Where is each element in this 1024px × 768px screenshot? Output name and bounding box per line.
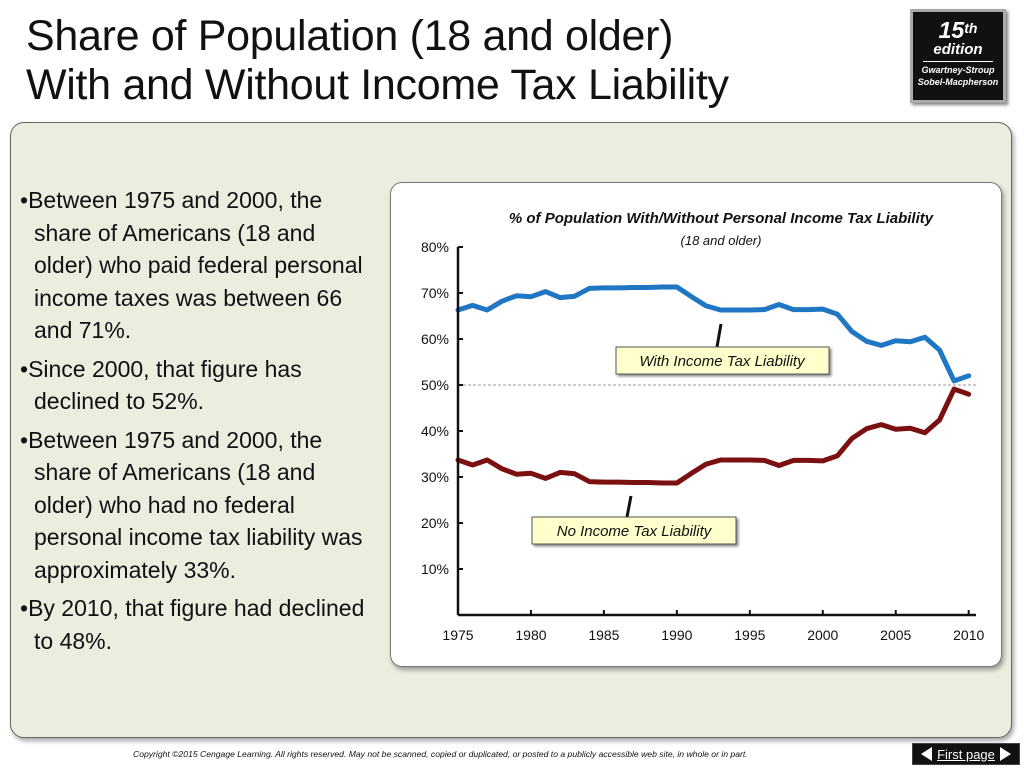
callout-text-with: With Income Tax Liability [639,353,806,370]
edition-number-value: 15 [938,17,965,43]
y-tick-label: 40% [421,423,449,439]
callout-box-no [531,516,737,545]
bullet-item: Since 2000, that figure has declined to … [20,353,380,418]
label-with-income-tax: With Income Tax Liability [615,323,830,375]
edition-authors-line-1: Gwartney-Stroup [921,65,995,75]
arrow-right-icon [999,747,1011,761]
series-line-1 [455,386,972,486]
callout-box-with [615,346,830,375]
edition-number-suffix: th [964,20,978,36]
chart-panel: % of Population With/Without Personal In… [390,182,1002,667]
arrow-left-icon [921,747,933,761]
series-layer [455,284,972,486]
slide-title-line-1: Share of Population (18 and older) [26,12,674,60]
bullet-item: Between 1975 and 2000, the share of Amer… [20,184,380,347]
x-tick-label: 2005 [880,627,911,643]
y-tick-label: 70% [421,285,449,301]
first-page-label: First page [937,746,995,762]
x-tick-label: 1985 [588,627,619,643]
edition-authors-line-2: Sobel-Macpherson [917,77,999,87]
x-tick-label: 1995 [734,627,765,643]
x-tick-label: 1990 [661,627,692,643]
callout-text-no: No Income Tax Liability [557,523,713,540]
x-tick-label: 2010 [953,627,984,643]
callout-leader-with [715,323,723,348]
slide-title: Share of Population (18 and older) With … [26,12,729,110]
slide-title-line-2: With and Without Income Tax Liability [26,61,729,109]
label-no-income-tax: No Income Tax Liability [531,495,737,545]
edition-divider [923,61,993,62]
bullet-list: Between 1975 and 2000, the share of Amer… [20,184,380,663]
first-page-button[interactable]: First page [912,743,1020,765]
y-tick-label: 20% [421,515,449,531]
chart-subtitle: (18 and older) [681,233,762,248]
copyright-footer: Copyright ©2015 Cengage Learning. All ri… [133,749,748,759]
y-tick-label: 30% [421,469,449,485]
bullet-item: By 2010, that figure had declined to 48%… [20,592,380,657]
axis-layer: 80% 70% 60% 50% 40% 30% 20% 10% 1975 1980 1985 1990… [421,239,985,643]
x-tick-label: 1975 [442,627,473,643]
edition-number: 15th [913,18,1003,42]
callout-leader-no [625,495,633,518]
y-tick-label: 60% [421,331,449,347]
edition-badge: 15th edition Gwartney-Stroup Sobel-Macph… [910,9,1006,103]
line-chart: % of Population With/Without Personal In… [421,210,985,643]
edition-word: edition [933,41,983,58]
x-tick-label: 2000 [807,627,838,643]
x-tick-label: 1980 [515,627,546,643]
y-tick-label: 50% [421,377,449,393]
y-tick-label: 10% [421,561,449,577]
bullet-item: Between 1975 and 2000, the share of Amer… [20,424,380,587]
series-line-0 [455,284,972,384]
chart-title: % of Population With/Without Personal In… [509,210,934,227]
y-tick-label: 80% [421,239,449,255]
